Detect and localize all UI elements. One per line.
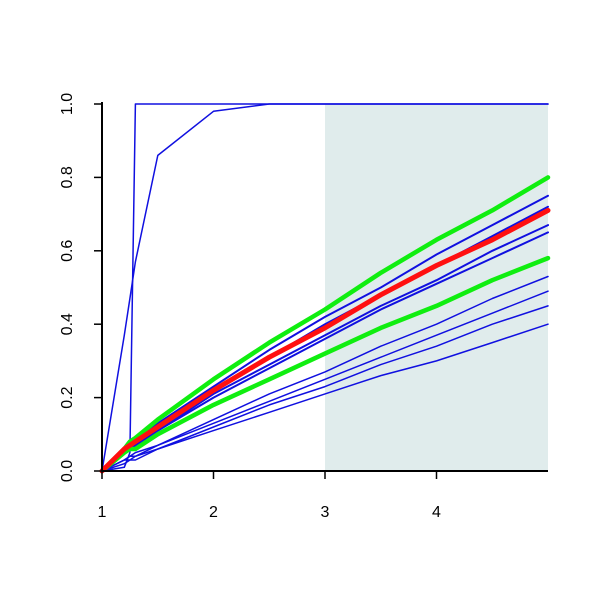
y-tick-label: 0.2: [59, 386, 76, 408]
y-tick-label: 0.8: [59, 166, 76, 188]
series-line: [101, 290, 549, 472]
series-line: [99, 207, 551, 474]
y-tick-label: 0.4: [59, 313, 76, 335]
series-line: [99, 175, 551, 474]
x-tick-label: 4: [432, 504, 441, 521]
series-line: [101, 323, 549, 472]
series-line: [99, 255, 551, 474]
x-tick-label: 3: [321, 504, 330, 521]
series-line: [101, 103, 549, 472]
x-tick-label: 2: [209, 504, 218, 521]
y-tick-label: 1.0: [59, 93, 76, 115]
x-tick-label: 1: [98, 504, 107, 521]
y-tick-label: 0.6: [59, 240, 76, 262]
y-tick-label: 0.0: [59, 460, 76, 482]
